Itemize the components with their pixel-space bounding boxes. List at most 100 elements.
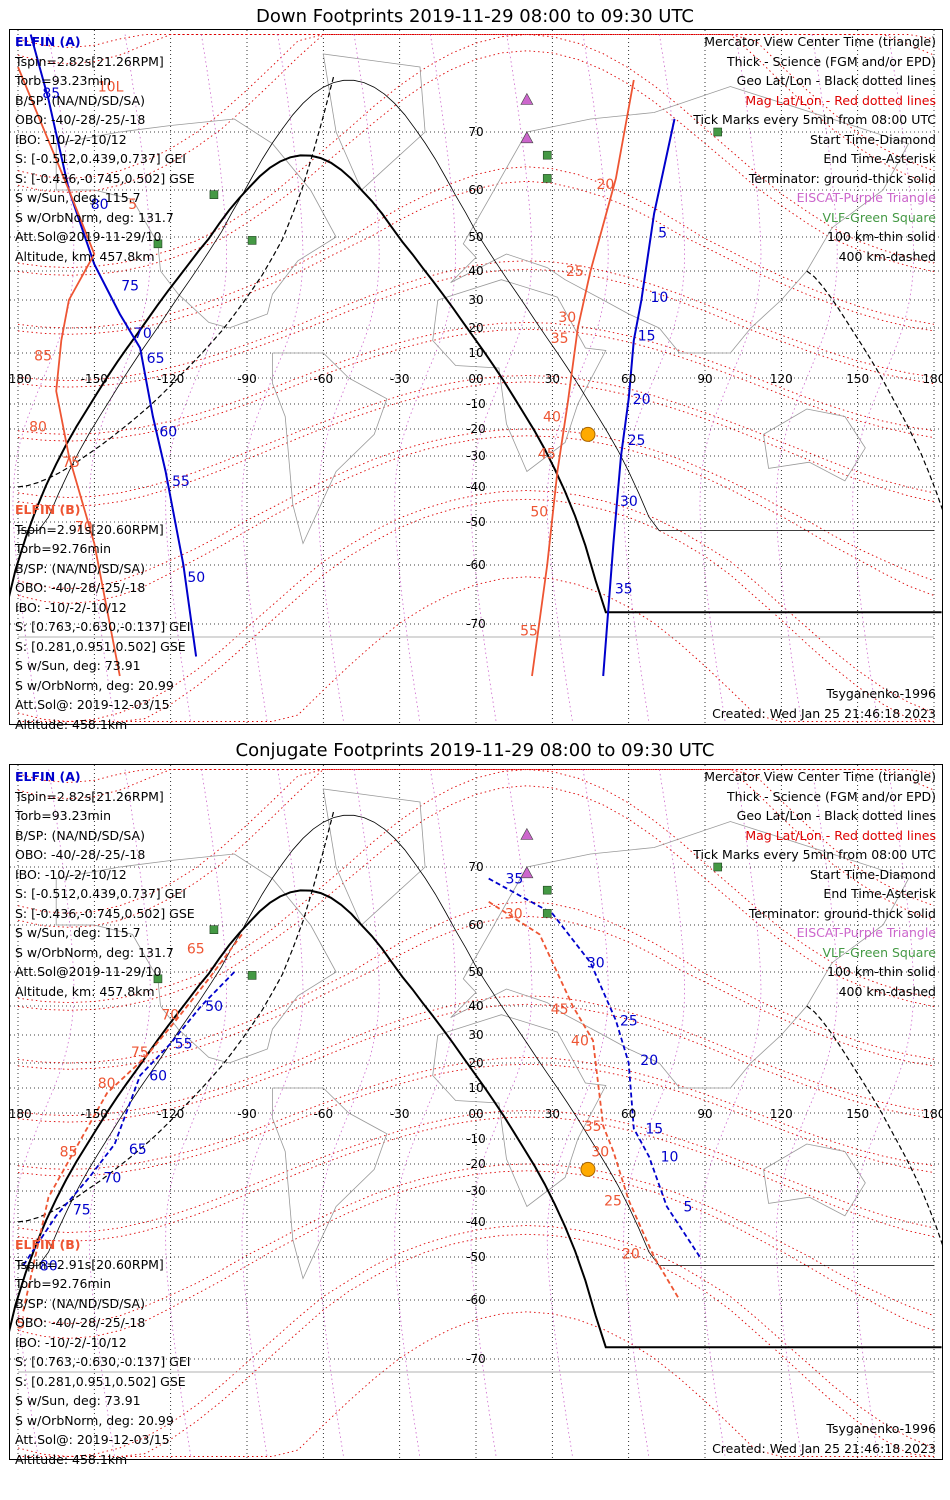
mag-latitude-line: [17, 1003, 935, 1123]
lat-label: 20: [468, 1056, 483, 1070]
info-line: IBO: -10/-2/-10/12: [15, 1334, 127, 1350]
elfin-a-name: ELFIN (A): [15, 34, 81, 49]
info-line: S w/OrbNorm, deg: 20.99: [15, 1412, 174, 1428]
legend-line: EISCAT-Purple Triangle: [796, 925, 936, 940]
legend-line: Mag Lat/Lon - Red dotted lines: [745, 827, 936, 843]
lon-label: 30: [545, 1107, 560, 1121]
elfin-b-tick-label: 20: [622, 1247, 640, 1263]
lat-label: 30: [468, 293, 483, 307]
elfin-b-tick-label: 65: [187, 942, 205, 958]
mag-meridian: [317, 34, 380, 722]
elfin-a-tick-label: 85: [42, 86, 60, 102]
legend-line: EISCAT-Purple Triangle: [796, 190, 936, 205]
info-line: OBO: -40/-28/-25/-18: [15, 580, 146, 595]
eiscat-marker: [520, 827, 534, 840]
continent-outline: [763, 408, 866, 482]
legend-line: Tick Marks every 5min from 08:00 UTC: [693, 847, 936, 862]
created-label: Created: Wed Jan 25 21:46:18 2023: [712, 1441, 936, 1456]
mag-latitude-line: [17, 995, 935, 1117]
elfin-b-tick-label: 75: [131, 1045, 149, 1061]
lon-label: 150: [846, 372, 869, 386]
mag-latitude-line: [17, 260, 935, 382]
elfin-b-tick-label: 45: [551, 1002, 569, 1018]
info-line: Altitude: 458.1km: [15, 1451, 128, 1467]
mag-latitude-line: [18, 1233, 935, 1457]
elfin-a-tick-label: 5: [684, 1200, 693, 1216]
vlf-marker: [153, 974, 163, 984]
info-line: Torb=93.23min: [15, 808, 112, 823]
vlf-marker: [542, 150, 552, 160]
info-line: Torb=93.23min: [15, 73, 112, 88]
info-line: S: [0.763,-0.630,-0.137] GEI: [15, 1354, 191, 1369]
elfin-a-tick-label: 20: [640, 1053, 658, 1069]
info-line: B/SP: (NA/ND/SD/SA): [15, 92, 145, 108]
mag-latitude-line: [17, 1170, 935, 1339]
lat-label: 50: [468, 965, 483, 979]
eiscat-marker: [520, 866, 534, 879]
mag-latitude-line: [17, 375, 935, 498]
info-line: Altitude: 458.1km: [15, 716, 128, 732]
map-canvas-down: 85 80 75 70 65 60 55 50 5 10 15 20 25 30 35 10L 5 85 80 75 7…: [10, 30, 942, 724]
lon-label: -120: [157, 372, 184, 386]
legend-line: End Time-Asterisk: [823, 151, 936, 166]
elfin-b-tick-label: 40: [543, 410, 561, 426]
elfin-a-info: ELFIN (A) Tspin=2.82s[21.26RPM] Torb=93.…: [15, 32, 195, 266]
info-line: IBO: -10/-2/-10/12: [15, 599, 127, 615]
mag-meridian: [623, 769, 686, 1457]
lon-label: -150: [81, 1107, 108, 1121]
legend-line: Geo Lat/Lon - Black dotted lines: [736, 73, 936, 88]
lat-label: -60: [466, 558, 486, 572]
continent-outline: [322, 788, 426, 926]
lat-label: -70: [466, 617, 486, 631]
lon-label: 60: [621, 1107, 636, 1121]
info-line: Tspin=2.91s[20.60RPM]: [15, 521, 164, 537]
mag-latitude-line: [17, 166, 935, 329]
model-label: Tsyganenko-1996: [826, 1421, 936, 1436]
info-line: Att.Sol@2019-11-29/10: [15, 964, 162, 979]
continent-outline: [272, 1087, 388, 1280]
lon-label: -90: [237, 1107, 257, 1121]
elfin-a-tick-label: 70: [134, 326, 152, 342]
elfin-b-tick-label: 85: [60, 1145, 78, 1161]
mag-meridian: [88, 769, 151, 1457]
elfin-b-name: ELFIN (B): [15, 1237, 81, 1252]
elfin-a-name: ELFIN (A): [15, 769, 81, 784]
legend-line: 400 km-dashed: [838, 248, 936, 264]
elfin-b-tick-label: 50: [530, 505, 548, 521]
mag-meridian: [546, 769, 609, 1457]
lat-label: 60: [468, 918, 483, 932]
continent-outline: [272, 352, 388, 545]
mag-latitude-line: [17, 268, 935, 388]
vlf-marker: [713, 127, 723, 137]
elfin-a-tick-label: 55: [175, 1036, 193, 1052]
lon-label: -180: [10, 372, 32, 386]
legend-line: Thick - Science (FGM and/or EPD): [727, 788, 936, 804]
vlf-marker: [209, 925, 219, 934]
lat-label: -20: [466, 1157, 486, 1171]
mag-meridian: [775, 769, 838, 1457]
info-line: Att.Sol@2019-11-29/10: [15, 229, 162, 244]
lon-label: -30: [390, 1107, 410, 1121]
elfin-b-info: ELFIN (B) Tspin=2.91s[20.60RPM] Torb=92.…: [15, 1235, 190, 1469]
lat-label: -10: [466, 397, 486, 411]
lat-label: 50: [468, 230, 483, 244]
elfin-b-tick-label: 30: [591, 1145, 609, 1161]
model-label: Tsyganenko-1996: [826, 686, 936, 701]
lat-label: -40: [466, 1215, 486, 1229]
vlf-marker: [247, 236, 257, 245]
mag-latitude-line: [17, 769, 935, 783]
lat-label: 30: [468, 1028, 483, 1042]
lon-label: 90: [697, 1107, 712, 1121]
elfin-b-tick-label: 40: [571, 1034, 589, 1050]
elfin-a-tick-label: 15: [638, 329, 656, 345]
info-line: IBO: -10/-2/-10/12: [15, 866, 127, 882]
legend-line: Terminator: ground-thick solid: [748, 170, 936, 186]
elfin-b-tick-label: 75: [62, 455, 80, 471]
elfin-a-tick-label: 55: [172, 474, 190, 490]
mag-meridian: [88, 34, 151, 722]
info-line: Tspin=2.82s[21.26RPM]: [15, 53, 164, 69]
mag-meridian: [470, 34, 533, 722]
lat-label: -50: [466, 1250, 486, 1264]
lat-label: -40: [466, 480, 486, 494]
lon-label: -60: [314, 1107, 334, 1121]
